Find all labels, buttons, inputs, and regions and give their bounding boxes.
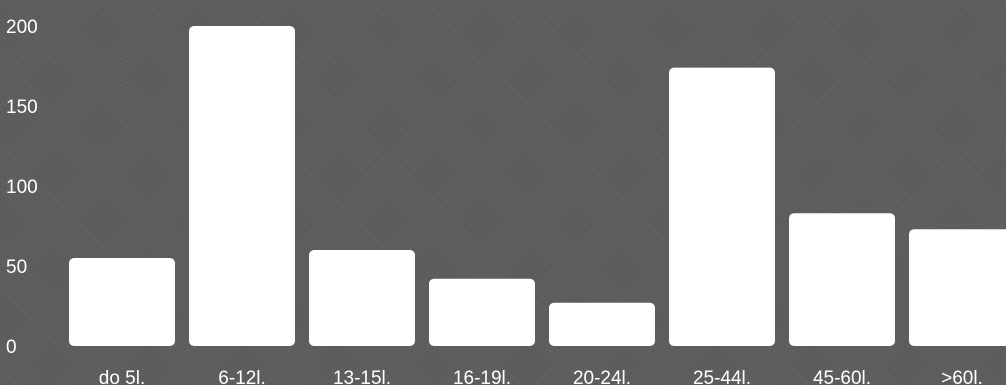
x-tick-label: 16-19l. — [453, 368, 511, 385]
x-tick-label: 20-24l. — [573, 368, 631, 385]
bar-5 — [669, 67, 775, 346]
bar-1 — [189, 26, 295, 346]
y-tick-label: 200 — [6, 17, 38, 38]
y-tick-label: 100 — [6, 177, 38, 198]
x-tick-label: 13-15l. — [333, 368, 391, 385]
x-tick-label: 6-12l. — [218, 368, 266, 385]
x-tick-label: >60l. — [941, 368, 983, 385]
bar-3 — [429, 278, 535, 346]
y-tick-label: 50 — [6, 257, 27, 278]
bar-7 — [909, 229, 1006, 346]
bar-6 — [789, 213, 895, 346]
y-axis: 0 50 100 150 200 — [6, 17, 38, 358]
y-tick-label: 0 — [6, 337, 17, 358]
bar-4 — [549, 302, 655, 346]
bar-2 — [309, 250, 415, 346]
bars-group — [69, 26, 1006, 346]
x-tick-label: 45-60l. — [813, 368, 871, 385]
x-tick-label: do 5l. — [99, 368, 145, 385]
x-axis: do 5l. 6-12l. 13-15l. 16-19l. 20-24l. 25-44l.… — [99, 368, 983, 385]
bar-0 — [69, 258, 175, 346]
x-tick-label: 25-44l. — [693, 368, 751, 385]
y-tick-label: 150 — [6, 97, 38, 118]
